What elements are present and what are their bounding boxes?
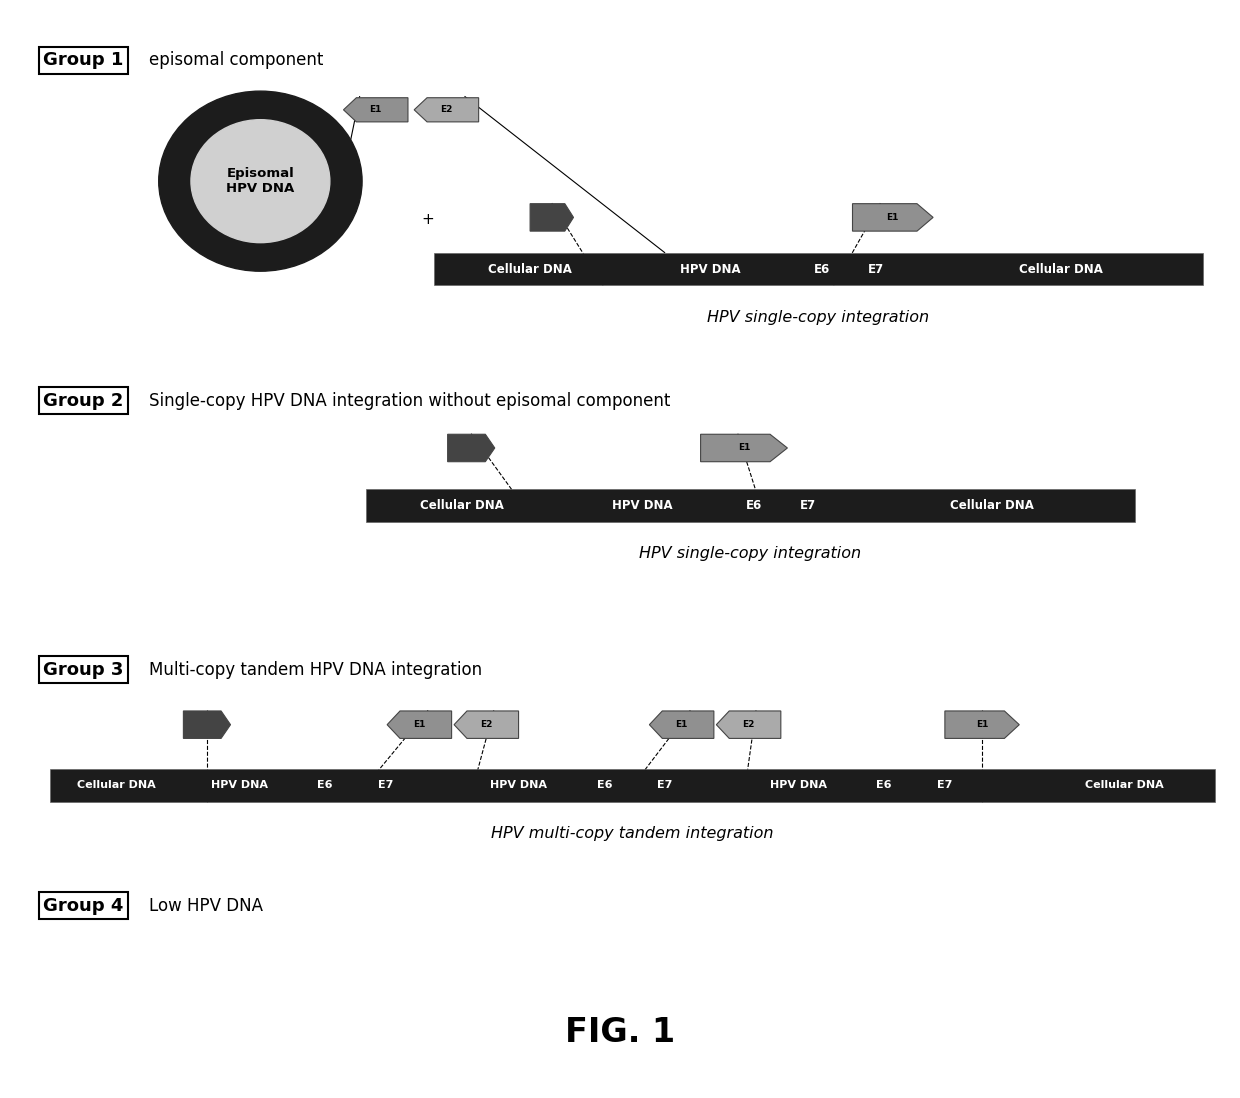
Text: E2: E2 <box>440 105 453 114</box>
Polygon shape <box>184 712 231 738</box>
Bar <box>434 253 1203 285</box>
Text: E6: E6 <box>746 498 763 512</box>
Polygon shape <box>531 204 573 231</box>
Polygon shape <box>414 98 479 122</box>
Circle shape <box>159 91 362 271</box>
Text: E1: E1 <box>738 444 750 452</box>
Text: Cellular DNA: Cellular DNA <box>77 780 156 791</box>
Polygon shape <box>717 712 781 738</box>
Text: Group 4: Group 4 <box>43 897 124 915</box>
Text: E7: E7 <box>868 262 884 276</box>
Text: Episomal
HPV DNA: Episomal HPV DNA <box>226 167 295 195</box>
Text: E1: E1 <box>370 105 382 114</box>
Text: HPV DNA: HPV DNA <box>490 780 547 791</box>
Text: E7: E7 <box>657 780 673 791</box>
Text: E1: E1 <box>976 720 988 729</box>
Text: E1: E1 <box>887 213 899 222</box>
Text: E6: E6 <box>596 780 613 791</box>
Text: HPV DNA: HPV DNA <box>211 780 268 791</box>
Text: E6: E6 <box>877 780 892 791</box>
Text: E1: E1 <box>413 720 425 729</box>
Text: E7: E7 <box>937 780 952 791</box>
Polygon shape <box>448 435 495 461</box>
Polygon shape <box>945 712 1019 738</box>
Text: E7: E7 <box>378 780 393 791</box>
Text: HPV DNA: HPV DNA <box>770 780 827 791</box>
Bar <box>366 489 1135 522</box>
Text: Group 3: Group 3 <box>43 661 124 679</box>
Text: episomal component: episomal component <box>149 52 324 69</box>
Polygon shape <box>343 98 408 122</box>
Polygon shape <box>454 712 518 738</box>
Polygon shape <box>387 712 451 738</box>
Text: FIG. 1: FIG. 1 <box>565 1016 675 1049</box>
Text: E6: E6 <box>317 780 332 791</box>
Text: HPV DNA: HPV DNA <box>613 498 673 512</box>
Text: E1: E1 <box>676 720 688 729</box>
Text: Cellular DNA: Cellular DNA <box>489 262 572 276</box>
Polygon shape <box>853 204 932 231</box>
Text: Cellular DNA: Cellular DNA <box>420 498 503 512</box>
Text: Cellular DNA: Cellular DNA <box>1085 780 1164 791</box>
Text: HPV single-copy integration: HPV single-copy integration <box>639 546 862 561</box>
Text: E2: E2 <box>480 720 492 729</box>
Text: Low HPV DNA: Low HPV DNA <box>149 897 263 915</box>
Text: Cellular DNA: Cellular DNA <box>1018 262 1102 276</box>
Text: E2: E2 <box>743 720 755 729</box>
Polygon shape <box>701 435 787 461</box>
Text: E6: E6 <box>815 262 831 276</box>
Text: Cellular DNA: Cellular DNA <box>950 498 1034 512</box>
Text: HPV single-copy integration: HPV single-copy integration <box>707 310 930 325</box>
Text: HPV multi-copy tandem integration: HPV multi-copy tandem integration <box>491 826 774 841</box>
Text: Group 1: Group 1 <box>43 52 124 69</box>
Circle shape <box>191 120 330 243</box>
Text: +: + <box>422 212 434 227</box>
Text: Single-copy HPV DNA integration without episomal component: Single-copy HPV DNA integration without … <box>149 392 670 410</box>
Text: Multi-copy tandem HPV DNA integration: Multi-copy tandem HPV DNA integration <box>149 661 482 679</box>
Text: Group 2: Group 2 <box>43 392 124 410</box>
Text: HPV DNA: HPV DNA <box>681 262 742 276</box>
Bar <box>50 769 1215 802</box>
Text: E7: E7 <box>800 498 816 512</box>
Polygon shape <box>650 712 714 738</box>
